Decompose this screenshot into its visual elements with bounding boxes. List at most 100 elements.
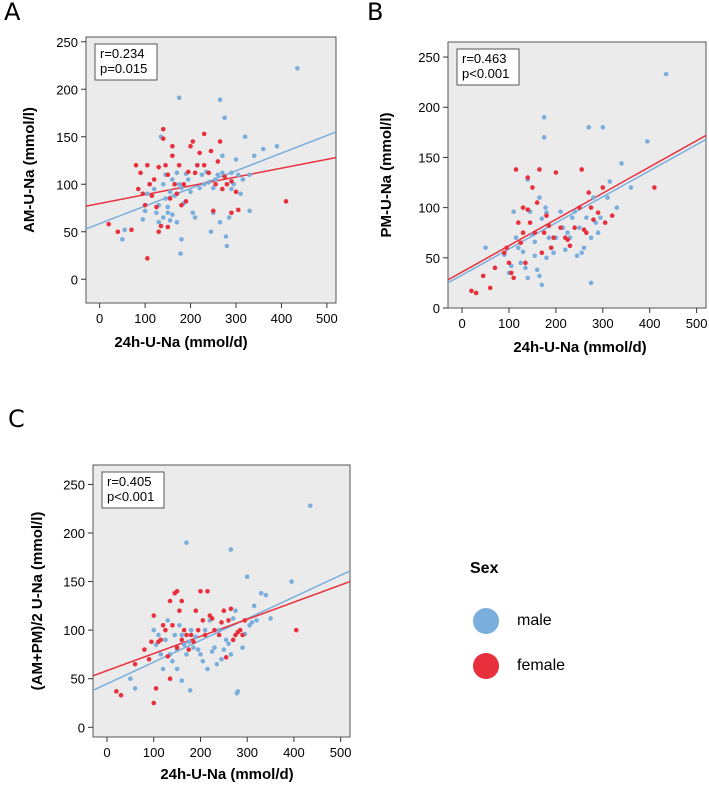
- data-point-female: [151, 613, 157, 618]
- data-point-male: [170, 177, 175, 182]
- data-point-female: [198, 588, 203, 594]
- data-point-male: [165, 210, 171, 216]
- data-point-male: [238, 191, 243, 197]
- data-point-female: [179, 637, 185, 643]
- data-point-male: [260, 146, 266, 152]
- data-point-female: [513, 167, 519, 172]
- data-point-male: [202, 627, 208, 633]
- data-point-male: [588, 280, 594, 286]
- x-tick-label: 500: [330, 745, 352, 760]
- data-point-female: [469, 288, 474, 294]
- stats-text: r=0.405: [107, 474, 151, 489]
- data-point-male: [216, 627, 222, 633]
- data-point-male: [172, 632, 178, 638]
- data-point-male: [544, 255, 549, 261]
- data-point-male: [614, 205, 620, 210]
- data-point-female: [138, 170, 143, 176]
- data-point-male: [179, 632, 185, 638]
- y-tick-label: 150: [418, 150, 440, 165]
- data-point-female: [602, 220, 608, 225]
- x-tick-label: 100: [134, 311, 156, 326]
- y-tick-label: 0: [78, 720, 85, 735]
- data-point-female: [584, 230, 589, 236]
- data-point-male: [120, 237, 125, 242]
- data-point-female: [492, 265, 498, 271]
- data-point-female: [167, 676, 173, 682]
- data-point-male: [174, 170, 180, 176]
- data-point-male: [217, 97, 223, 102]
- data-point-female: [191, 639, 196, 645]
- data-point-male: [249, 620, 255, 625]
- x-axis-label: 24h-U-Na (mmol/d): [114, 334, 247, 351]
- data-point-male: [170, 212, 175, 217]
- data-point-female: [160, 126, 166, 132]
- data-point-male: [579, 250, 584, 256]
- data-point-male: [122, 227, 127, 233]
- data-point-female: [577, 205, 582, 210]
- data-point-male: [174, 219, 180, 225]
- data-point-male: [289, 579, 294, 584]
- data-point-female: [520, 230, 526, 236]
- data-point-female: [147, 181, 152, 187]
- data-point-female: [129, 227, 134, 233]
- data-point-male: [151, 627, 157, 633]
- data-point-female: [195, 627, 201, 633]
- data-point-male: [534, 267, 540, 273]
- data-point-female: [572, 225, 577, 230]
- data-point-male: [518, 260, 524, 266]
- data-point-male: [188, 627, 194, 633]
- data-point-female: [149, 193, 155, 198]
- data-point-male: [525, 275, 531, 281]
- data-point-female: [518, 240, 524, 246]
- data-point-female: [193, 608, 199, 614]
- data-point-male: [217, 219, 223, 225]
- data-point-female: [177, 608, 182, 614]
- data-point-female: [160, 136, 166, 141]
- x-tick-label: 100: [498, 316, 520, 331]
- data-point-female: [216, 632, 222, 638]
- data-point-male: [174, 666, 180, 672]
- data-point-female: [520, 205, 526, 210]
- data-point-male: [235, 172, 241, 178]
- data-point-male: [541, 114, 547, 120]
- data-point-male: [198, 652, 203, 657]
- x-tick-label: 0: [458, 316, 465, 331]
- data-point-male: [163, 637, 168, 643]
- y-tick-label: 250: [56, 35, 78, 50]
- data-point-female: [233, 189, 239, 195]
- data-point-female: [525, 207, 531, 212]
- data-point-female: [293, 627, 299, 633]
- data-point-female: [156, 229, 162, 235]
- panel-letter-b: B: [367, 0, 384, 26]
- data-point-female: [114, 689, 119, 694]
- x-tick-label: 200: [180, 311, 202, 326]
- data-point-female: [208, 148, 214, 154]
- data-point-male: [165, 204, 171, 210]
- data-point-male: [229, 186, 234, 192]
- data-point-female: [223, 655, 229, 660]
- data-point-male: [212, 645, 217, 650]
- data-point-female: [151, 177, 157, 182]
- data-point-male: [224, 243, 230, 249]
- data-point-male: [206, 180, 212, 185]
- data-point-male: [254, 618, 259, 623]
- data-point-male: [221, 647, 227, 652]
- data-point-male: [160, 181, 166, 187]
- data-point-female: [167, 598, 173, 604]
- data-point-male: [142, 208, 148, 214]
- legend-swatch-female: [473, 653, 499, 679]
- data-point-female: [174, 645, 180, 650]
- data-point-male: [584, 215, 589, 220]
- data-point-male: [558, 209, 563, 214]
- data-point-female: [548, 245, 554, 251]
- data-point-female: [160, 622, 166, 628]
- data-point-male: [263, 592, 269, 598]
- data-point-male: [572, 209, 577, 214]
- data-point-female: [215, 159, 221, 164]
- data-point-female: [158, 637, 164, 643]
- data-point-male: [163, 196, 168, 201]
- data-point-male: [539, 216, 545, 221]
- data-point-female: [527, 220, 533, 225]
- data-point-male: [240, 177, 246, 182]
- data-point-female: [237, 627, 243, 633]
